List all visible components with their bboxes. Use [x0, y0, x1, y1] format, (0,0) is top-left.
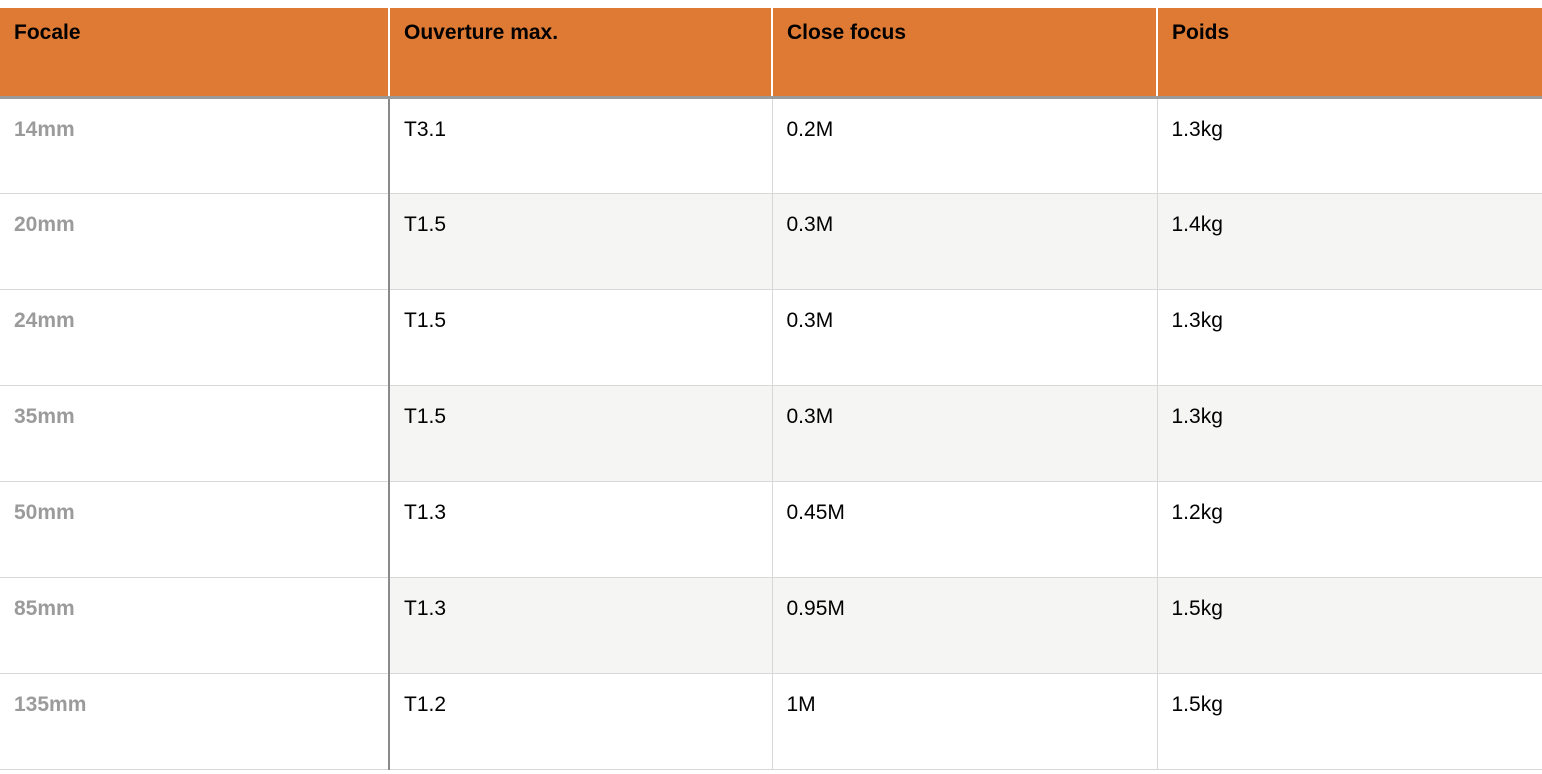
cell-focale: 24mm [0, 289, 389, 386]
cell-poids: 1.3kg [1156, 97, 1542, 194]
cell-close-focus: 1M [771, 673, 1157, 770]
cell-poids: 1.3kg [1156, 385, 1542, 482]
cell-close-focus: 0.3M [771, 193, 1157, 290]
column-header-close-focus: Close focus [771, 8, 1157, 99]
table-row: 50mm T1.3 0.45M 1.2kg [0, 481, 1542, 578]
cell-ouverture: T1.3 [388, 577, 772, 674]
cell-focale: 50mm [0, 481, 389, 578]
cell-poids: 1.5kg [1156, 673, 1542, 770]
table-row: 35mm T1.5 0.3M 1.3kg [0, 385, 1542, 482]
table-row: 20mm T1.5 0.3M 1.4kg [0, 193, 1542, 290]
cell-poids: 1.5kg [1156, 577, 1542, 674]
cell-close-focus: 0.2M [771, 97, 1157, 194]
cell-close-focus: 0.45M [771, 481, 1157, 578]
column-header-poids: Poids [1156, 8, 1542, 99]
cell-ouverture: T1.2 [388, 673, 772, 770]
cell-ouverture: T1.5 [388, 289, 772, 386]
table-row: 14mm T3.1 0.2M 1.3kg [0, 97, 1542, 194]
cell-poids: 1.4kg [1156, 193, 1542, 290]
cell-ouverture: T1.3 [388, 481, 772, 578]
cell-close-focus: 0.3M [771, 289, 1157, 386]
header-row: Focale Ouverture max. Close focus Poids [0, 8, 1542, 99]
cell-focale: 20mm [0, 193, 389, 290]
cell-focale: 135mm [0, 673, 389, 770]
cell-ouverture: T1.5 [388, 193, 772, 290]
cell-focale: 35mm [0, 385, 389, 482]
cell-ouverture: T1.5 [388, 385, 772, 482]
column-header-focale: Focale [0, 8, 389, 99]
cell-focale: 14mm [0, 97, 389, 194]
lens-spec-table: Focale Ouverture max. Close focus Poids … [0, 8, 1542, 770]
cell-poids: 1.2kg [1156, 481, 1542, 578]
table-row: 135mm T1.2 1M 1.5kg [0, 673, 1542, 770]
table-row: 24mm T1.5 0.3M 1.3kg [0, 289, 1542, 386]
cell-close-focus: 0.95M [771, 577, 1157, 674]
cell-ouverture: T3.1 [388, 97, 772, 194]
table-row: 85mm T1.3 0.95M 1.5kg [0, 577, 1542, 674]
cell-poids: 1.3kg [1156, 289, 1542, 386]
column-header-ouverture-max: Ouverture max. [388, 8, 772, 99]
cell-close-focus: 0.3M [771, 385, 1157, 482]
cell-focale: 85mm [0, 577, 389, 674]
